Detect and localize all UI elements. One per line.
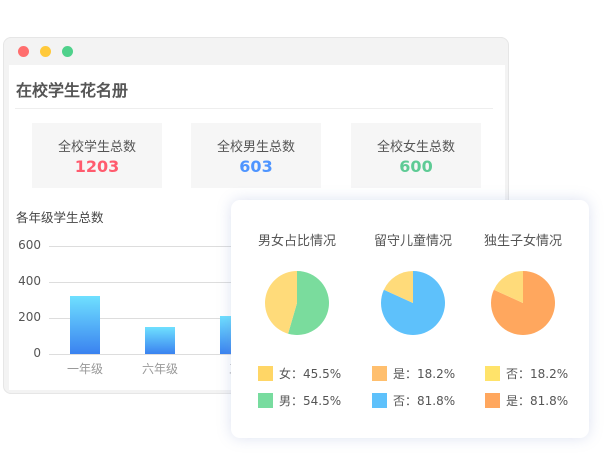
legend-label: 是：18.2%	[393, 367, 456, 381]
legend-swatch	[485, 366, 500, 381]
legend-swatch	[485, 393, 500, 408]
pie-chart-title: 留守儿童情况	[373, 234, 452, 249]
legend-item: 否：18.2%	[485, 365, 568, 382]
stat-value: 1203	[74, 157, 120, 176]
legend-label: 否：18.2%	[506, 367, 569, 381]
pie-charts-panel: 男女占比情况女：45.5% 男：54.5% 留守儿童情况是：18.2% 否：81.8%…	[231, 200, 589, 438]
pie-slice	[288, 271, 329, 335]
divider	[15, 108, 493, 109]
pie-chart-title: 独生子女情况	[483, 234, 562, 249]
pie-slice	[383, 271, 413, 303]
y-tick-label: 0	[33, 346, 41, 360]
legend-swatch	[372, 393, 387, 408]
stat-card-male: 全校男生总数 603	[191, 123, 321, 188]
pie-slice	[493, 271, 523, 303]
stat-label: 全校男生总数	[216, 140, 295, 155]
y-tick-label: 600	[18, 238, 41, 252]
pie-chart-title: 男女占比情况	[257, 234, 336, 249]
legend-label: 否：81.8%	[393, 394, 456, 408]
bar	[145, 327, 175, 354]
bar-chart-title: 各年级学生总数	[16, 210, 104, 225]
pie-chart	[265, 271, 329, 335]
stat-label: 全校女生总数	[376, 140, 455, 155]
pie-slice	[265, 271, 297, 334]
legend-item: 男：54.5%	[258, 392, 341, 409]
pie-chart	[491, 271, 555, 335]
legend-item: 是：81.8%	[485, 392, 568, 409]
maximize-dot-icon[interactable]	[62, 46, 73, 57]
y-tick-label: 200	[18, 310, 41, 324]
legend-label: 男：54.5%	[279, 394, 342, 408]
legend-swatch	[372, 366, 387, 381]
stat-label: 全校学生总数	[57, 140, 136, 155]
stat-value: 603	[239, 157, 273, 176]
legend-item: 是：18.2%	[372, 365, 455, 382]
pie-chart	[381, 271, 445, 335]
minimize-dot-icon[interactable]	[40, 46, 51, 57]
x-tick-label: 六年级	[141, 362, 178, 376]
page-title: 在校学生花名册	[16, 81, 129, 100]
legend-label: 是：81.8%	[506, 394, 569, 408]
legend-item: 女：45.5%	[258, 365, 341, 382]
stat-value: 600	[399, 157, 433, 176]
legend-swatch	[258, 366, 273, 381]
close-dot-icon[interactable]	[18, 46, 29, 57]
legend-item: 否：81.8%	[372, 392, 455, 409]
stat-card-total: 全校学生总数 1203	[32, 123, 162, 188]
x-tick-label: 一年级	[66, 362, 103, 376]
y-tick-label: 400	[18, 274, 41, 288]
stat-card-female: 全校女生总数 600	[351, 123, 481, 188]
window-content: 在校学生花名册 全校学生总数 1203 全校男生总数 603 全校女生总数 60…	[9, 65, 509, 390]
bar	[70, 296, 100, 354]
legend-label: 女：45.5%	[279, 367, 342, 381]
legend-swatch	[258, 393, 273, 408]
